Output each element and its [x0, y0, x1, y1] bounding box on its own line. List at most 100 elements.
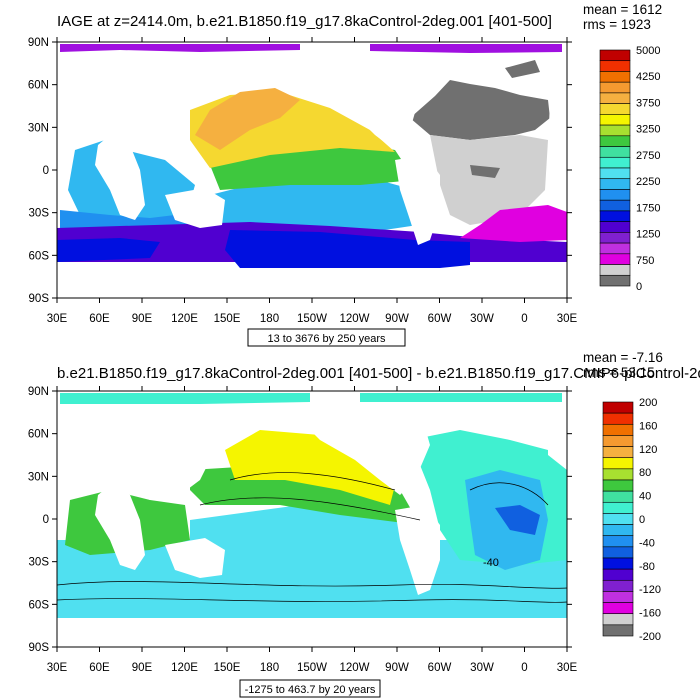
panel1-rms: rms = 1923: [583, 17, 651, 32]
p2-land-antarctica: [57, 618, 567, 647]
colorbar-swatch: [599, 167, 631, 180]
colorbar-swatch: [599, 274, 631, 287]
x-tick-label: 0: [521, 313, 527, 325]
panel-iage: IAGE at z=2414.0m, b.e21.B1850.f19_g17.8…: [28, 2, 662, 347]
panel1-range-label: 13 to 3676 by 250 years: [267, 333, 386, 345]
panel2-y-ticks: 90N 60N 30N 0 30S 60S 90S: [28, 386, 572, 654]
x-tick-label: 60E: [89, 662, 110, 674]
colorbar-swatch: [602, 435, 634, 447]
colorbar-label: 160: [639, 420, 657, 432]
panel2-map: [57, 391, 567, 647]
panel1-range-box: [247, 328, 406, 347]
p2-contour-1: [57, 581, 567, 589]
x-tick-label: 30W: [470, 662, 494, 674]
colorbar-label: 2750: [636, 150, 660, 162]
p1-south-field-w: [57, 238, 160, 262]
colorbar-swatch: [599, 49, 631, 62]
p1-arctic-field-e: [370, 44, 562, 53]
x-tick-label: 120E: [171, 313, 198, 325]
p2-arctic-field: [60, 393, 310, 404]
x-tick-label: 60E: [89, 313, 110, 325]
x-tick-label: 180: [260, 662, 279, 674]
colorbar-label: 750: [636, 255, 654, 267]
colorbar-label: 3750: [636, 97, 660, 109]
panel2-range-label: -1275 to 463.7 by 20 years: [245, 684, 376, 696]
x-tick-label: 30E: [47, 662, 68, 674]
colorbar-swatch: [602, 513, 634, 525]
p2-land-africa: [95, 485, 145, 570]
y-tick-label: 0: [43, 165, 49, 177]
colorbar-label: 200: [639, 397, 657, 409]
panel2-range-box: [239, 679, 381, 698]
colorbar-swatch: [602, 412, 634, 425]
y-tick-label: 60N: [28, 80, 49, 92]
p1-atlantic-s-field: [430, 135, 548, 225]
colorbar-swatch: [602, 591, 634, 603]
colorbar-label: 2250: [636, 176, 660, 188]
colorbar-label: -120: [639, 584, 661, 596]
p1-land-s-america: [395, 155, 440, 245]
y-tick-label: 30S: [29, 557, 50, 569]
panel1-y-ticks: 90N 60N 30N 0 30S 60S 90S: [28, 37, 572, 305]
colorbar-swatch: [602, 479, 634, 492]
colorbar-swatch: [602, 613, 634, 626]
p1-land-africa: [95, 135, 145, 220]
x-tick-label: 120W: [339, 662, 369, 674]
colorbar-swatch: [602, 535, 634, 548]
p1-land-australia: [165, 188, 225, 228]
colorbar-label: 0: [639, 514, 645, 526]
p1-north-pacific-core: [195, 88, 300, 150]
y-tick-label: 90S: [29, 642, 50, 654]
y-tick-label: 0: [43, 514, 49, 526]
p2-land-s-america: [395, 505, 440, 595]
colorbar-swatch: [599, 60, 631, 72]
p2-land-europe: [548, 405, 567, 470]
x-tick-label: 90W: [385, 313, 409, 325]
p1-land-n-america: [300, 55, 420, 150]
colorbar-swatch: [602, 568, 634, 581]
panel1-x-ticks: 30E 60E 90E 120E 150E 180 150W 120W 90W 60W 30W 0 30…: [47, 37, 578, 325]
y-tick-label: 60S: [29, 250, 50, 262]
colorbar-swatch: [602, 524, 634, 537]
colorbar-swatch: [602, 446, 634, 459]
colorbar-label: -40: [639, 537, 655, 549]
x-tick-label: 180: [260, 313, 279, 325]
colorbar-label: 0: [636, 281, 642, 293]
colorbar-swatch: [599, 103, 631, 115]
y-tick-label: 30N: [28, 471, 49, 483]
colorbar-swatch: [599, 71, 631, 83]
colorbar-swatch: [602, 579, 634, 592]
p1-south-pacific-field: [190, 175, 418, 235]
colorbar-label: 40: [639, 491, 651, 503]
x-tick-label: 150W: [297, 313, 327, 325]
colorbar-swatch: [599, 135, 631, 147]
colorbar-swatch: [602, 457, 634, 470]
p1-atlantic-n-field: [410, 80, 550, 140]
p1-atlantic-sw-field: [460, 205, 567, 242]
y-tick-label: 30S: [29, 208, 50, 220]
p1-atlantic-n-field-2: [505, 60, 540, 78]
colorbar-swatch: [602, 468, 634, 481]
p2-land-australia: [165, 538, 225, 578]
colorbar-swatch: [599, 221, 631, 233]
y-tick-label: 90N: [28, 386, 49, 398]
x-tick-label: 0: [521, 662, 527, 674]
colorbar-swatch: [602, 490, 634, 503]
colorbar-label: 5000: [636, 45, 660, 57]
p2-contour-4: [229, 472, 396, 491]
p1-land-asia: [57, 85, 190, 150]
panel2-contour-label: -40: [483, 557, 499, 569]
colorbar-swatch: [599, 253, 631, 265]
colorbar-swatch: [599, 232, 631, 244]
colorbar-swatch: [599, 114, 631, 126]
colorbar-swatch: [599, 210, 631, 222]
colorbar-label: 3250: [636, 124, 660, 136]
colorbar-label: 120: [639, 444, 657, 456]
p2-contour-2: [57, 598, 567, 603]
x-tick-label: 150E: [214, 662, 241, 674]
colorbar-swatch: [599, 189, 631, 201]
colorbar-swatch: [602, 546, 634, 559]
x-tick-label: 30W: [470, 313, 494, 325]
colorbar-swatch: [602, 501, 634, 514]
